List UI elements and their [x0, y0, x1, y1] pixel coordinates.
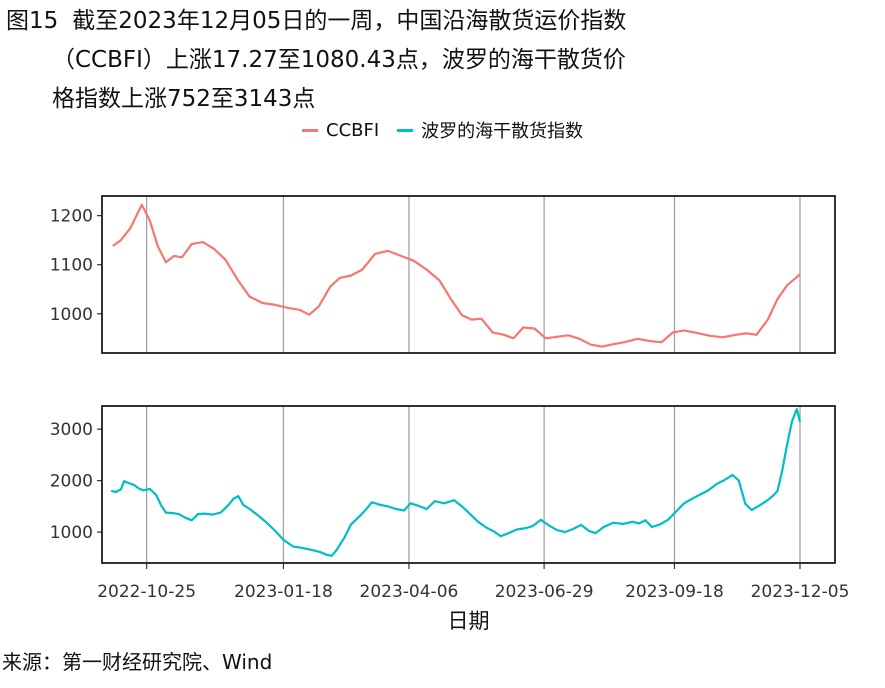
- chart-title: 图15 截至2023年12月05日的一周，中国沿海散货运价指数 （CCBFI）上涨…: [6, 2, 806, 119]
- x-tick-label-0: 2022-10-25: [97, 582, 196, 602]
- y-tick-label-p2-0: 1000: [50, 523, 93, 543]
- title-text-1: 截至2023年12月05日的一周，中国沿海散货运价指数: [72, 8, 627, 34]
- series-line-p1: [112, 203, 801, 348]
- figure-label: 图15: [6, 8, 59, 34]
- legend-label-bdi: 波罗的海干散货指数: [421, 121, 584, 142]
- y-tick-label-p2-2: 3000: [50, 420, 93, 440]
- title-line-2: （CCBFI）上涨17.27至1080.43点，波罗的海干散货价: [52, 47, 626, 73]
- chart-legend: CCBFI 波罗的海干散货指数: [302, 118, 601, 142]
- title-line-1: 图15 截至2023年12月05日的一周，中国沿海散货运价指数: [6, 2, 806, 41]
- legend-swatch-ccbfi: [302, 128, 318, 132]
- x-axis-title: 日期: [448, 609, 490, 633]
- y-tick-label-p1-0: 1000: [50, 305, 93, 325]
- x-tick-label-5: 2023-12-05: [751, 582, 850, 602]
- x-tick-label-3: 2023-06-29: [495, 582, 594, 602]
- y-tick-label-p1-1: 1100: [50, 256, 93, 276]
- title-line-3: 格指数上涨752至3143点: [52, 86, 316, 112]
- legend-item-bdi: 波罗的海干散货指数: [397, 117, 583, 143]
- legend-label-ccbfi: CCBFI: [326, 119, 380, 141]
- y-tick-label-p2-1: 2000: [50, 472, 93, 492]
- legend-swatch-bdi: [397, 128, 414, 132]
- panel-frame-p2: [101, 405, 836, 564]
- series-line-p2: [110, 408, 802, 557]
- x-tick-label-2: 2023-04-06: [360, 582, 459, 602]
- panel-frame-p1: [101, 195, 836, 354]
- x-tick-label-4: 2023-09-18: [625, 582, 724, 602]
- x-tick-label-1: 2023-01-18: [234, 582, 333, 602]
- source-note: 来源：第一财经研究院、Wind: [2, 650, 273, 674]
- y-tick-label-p1-2: 1200: [50, 207, 93, 227]
- legend-item-ccbfi: CCBFI: [302, 120, 379, 141]
